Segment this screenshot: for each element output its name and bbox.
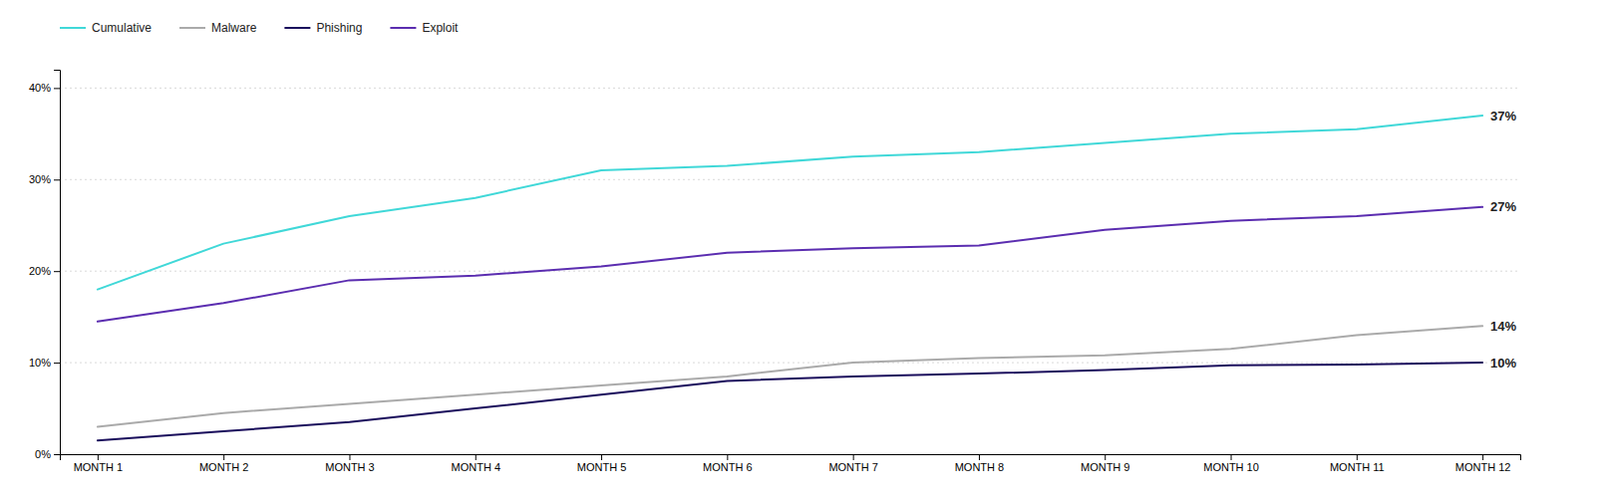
legend-item: Malware <box>179 20 258 35</box>
legend-swatch <box>179 26 206 29</box>
legend-item: Exploit <box>389 20 459 35</box>
x-tick-label: MONTH 5 <box>577 461 628 474</box>
y-tick: 0% <box>34 448 60 461</box>
x-tick: MONTH 5 <box>577 454 628 474</box>
x-tick-mark <box>601 454 603 461</box>
grid-line <box>59 179 1521 181</box>
x-tick: MONTH 1 <box>73 454 124 474</box>
grid-line <box>59 87 1521 89</box>
x-tick: MONTH 11 <box>1329 454 1385 474</box>
chart-container: 0%10%20%30%40%MONTH 1MONTH 2MONTH 3MONTH… <box>0 0 1600 499</box>
y-tick-mark <box>53 179 60 181</box>
y-tick-label: 0% <box>34 448 51 461</box>
legend-item: Phishing <box>284 20 362 35</box>
x-tick-mark <box>97 454 99 461</box>
end-label: 27% <box>1490 199 1517 215</box>
y-tick-label: 20% <box>28 265 51 278</box>
x-tick-mark <box>726 454 728 461</box>
y-tick: 40% <box>28 81 60 94</box>
x-tick-label: MONTH 4 <box>451 461 502 474</box>
legend: Cumulative Malware Phishing Exploit <box>59 20 459 35</box>
x-tick-mark <box>475 454 477 461</box>
y-axis-line <box>53 70 61 456</box>
legend-swatch <box>389 26 416 29</box>
x-tick: MONTH 9 <box>1080 454 1131 474</box>
x-tick-mark <box>223 454 225 461</box>
x-tick: MONTH 4 <box>451 454 502 474</box>
y-tick-label: 30% <box>28 173 51 186</box>
legend-item: Cumulative <box>59 20 152 35</box>
x-axis-line <box>60 455 1522 462</box>
x-tick-label: MONTH 2 <box>199 461 250 474</box>
x-tick-label: MONTH 10 <box>1203 461 1260 474</box>
y-tick: 10% <box>28 356 60 369</box>
x-tick-label: MONTH 9 <box>1080 461 1131 474</box>
x-tick: MONTH 8 <box>955 454 1005 474</box>
x-tick-mark <box>1356 454 1358 461</box>
x-tick-label: MONTH 6 <box>702 461 753 474</box>
x-axis: MONTH 1 MONTH 2 MONTH 3 MONTH 4 MONTH 5 MONTH… <box>60 454 1522 474</box>
x-tick-mark <box>1482 454 1484 461</box>
series-line <box>97 325 1483 427</box>
plot-area: 0%10%20%30%40%MONTH 1MONTH 2MONTH 3MONTH… <box>28 70 1522 474</box>
x-tick-mark <box>1104 454 1106 461</box>
series-line <box>97 115 1483 291</box>
x-tick: MONTH 10 <box>1203 454 1260 474</box>
y-axis: 0% 10% 20% 30% 40% <box>28 70 61 462</box>
x-tick-mark <box>348 454 350 461</box>
x-tick: MONTH 7 <box>828 454 879 474</box>
legend-label: Malware <box>211 20 258 35</box>
chart-svg: 0%10%20%30%40%MONTH 1MONTH 2MONTH 3MONTH… <box>0 0 1600 499</box>
series-line <box>97 362 1483 441</box>
grid <box>59 87 1521 455</box>
end-label: 37% <box>1490 108 1517 124</box>
x-tick-label: MONTH 7 <box>828 461 879 474</box>
grid-line <box>59 362 1521 364</box>
legend-label: Exploit <box>421 20 459 35</box>
x-tick: MONTH 3 <box>324 454 375 474</box>
annotations: 37% 27% 14% 10% <box>1490 108 1517 371</box>
legend-swatch <box>284 26 311 29</box>
legend-swatch <box>59 26 86 29</box>
lines <box>97 115 1483 441</box>
y-tick-mark <box>53 271 60 273</box>
x-tick-mark <box>853 454 855 461</box>
x-tick-label: MONTH 1 <box>73 461 124 474</box>
y-tick: 20% <box>28 265 60 278</box>
x-tick: MONTH 2 <box>199 454 250 474</box>
y-tick-label: 10% <box>28 356 51 369</box>
series-line <box>97 207 1483 322</box>
end-label: 14% <box>1490 319 1517 334</box>
x-tick: MONTH 12 <box>1455 454 1512 474</box>
y-tick: 30% <box>28 173 60 186</box>
end-label: 10% <box>1490 355 1517 371</box>
x-tick-label: MONTH 8 <box>955 461 1005 474</box>
y-tick-mark <box>53 362 60 364</box>
grid-line <box>59 271 1521 273</box>
x-tick-mark <box>978 454 980 461</box>
x-tick: MONTH 6 <box>702 454 753 474</box>
x-tick-label: MONTH 3 <box>324 461 375 474</box>
x-tick-mark <box>1231 454 1233 461</box>
y-tick-mark <box>53 87 60 89</box>
x-tick-label: MONTH 12 <box>1455 461 1512 474</box>
legend-label: Phishing <box>316 20 362 35</box>
y-tick-label: 40% <box>28 81 51 94</box>
x-tick-label: MONTH 11 <box>1329 461 1385 474</box>
legend-label: Cumulative <box>91 20 152 35</box>
y-tick-mark <box>53 454 60 456</box>
